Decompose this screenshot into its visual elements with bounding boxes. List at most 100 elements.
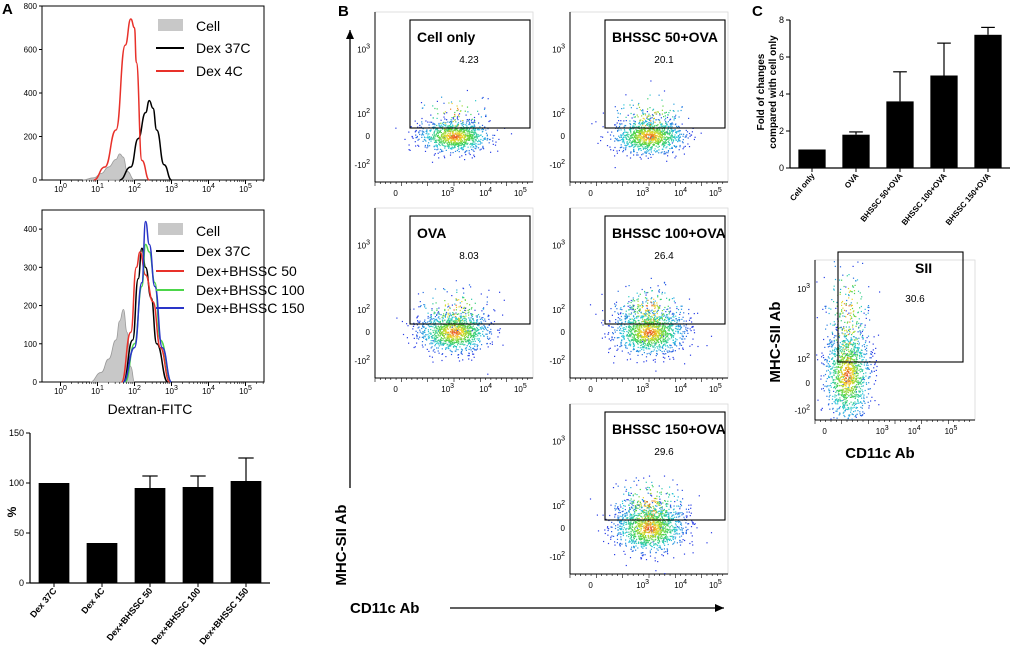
dot-plot-bhssc-50-ova: BHSSC 50+OVA 20.1 103 102 0 -102 0 103 104 105 [550, 11, 729, 198]
x-tick-label: OVA [843, 171, 861, 190]
y-tick-label: 100 [9, 478, 24, 488]
plot-frame [814, 259, 976, 421]
legend-swatch-cell [158, 19, 183, 31]
y-tick-label: 4 [779, 89, 784, 99]
bar-cell-only [798, 149, 826, 168]
legend-swatch-cell [158, 223, 183, 235]
x-tick-label: 103 [165, 385, 178, 396]
histogram-plot-area: 0 200 400 600 800 100 101 102 103 104 105 [24, 2, 265, 194]
gate-name: BHSSC 50+OVA [612, 29, 718, 45]
gate-box [409, 19, 531, 129]
cell-events [589, 475, 713, 575]
x-tick-label: BHSSC 50+OVA [859, 171, 905, 223]
gate-name: SII [915, 260, 932, 276]
x-tick-label: 103 [636, 579, 649, 590]
x-tick-label: BHSSC 100+OVA [900, 171, 949, 227]
x-axis-title: CD11c Ab [845, 445, 914, 462]
x-tick-label: 102 [128, 385, 141, 396]
series-dex-bhssc-50 [120, 251, 171, 383]
y-tick-label: 103 [357, 43, 370, 54]
gate-box [604, 215, 726, 325]
x-tick-label: BHSSC 150+OVA [944, 171, 993, 227]
x-tick-label: 104 [908, 425, 921, 436]
x-tick-label: 103 [636, 383, 649, 394]
histogram-dextran-fitc: 0 100 200 300 400 100 101 102 103 104 105 Cell Dex… [24, 209, 305, 417]
y-axis-title: MHC-SII Ab [333, 504, 350, 585]
y-tick-label: 102 [797, 353, 810, 364]
bar-ova [842, 134, 870, 168]
x-axis-title: CD11c Ab [350, 600, 419, 617]
x-tick-label: 104 [674, 579, 687, 590]
x-tick-label: 0 [588, 189, 593, 198]
y-tick-label: -102 [550, 355, 566, 366]
cell-events [816, 261, 881, 420]
gate-percentage: 26.4 [654, 251, 674, 262]
y-tick-label: 103 [797, 283, 810, 294]
y-tick-label: 0 [561, 132, 566, 141]
gate-box [604, 19, 726, 129]
bar-dex-4c [86, 543, 118, 583]
series-dex-4c [93, 18, 150, 181]
gate-percentage: 29.6 [654, 447, 674, 458]
x-tick-label: 105 [239, 385, 252, 396]
x-tick-label: Dex+BHSSC 100 [149, 586, 202, 647]
dot-plot-ova: OVA 8.03 103 102 0 -102 0 103 104 105 [355, 207, 534, 394]
y-tick-label: 0 [561, 524, 566, 533]
y-axis-title-line-2: compared with cell only [768, 35, 779, 149]
bar-dex-bhssc-150 [230, 481, 262, 583]
panel-label-a: A [2, 1, 13, 18]
bar-dex-37c [38, 483, 70, 583]
x-tick-label: 0 [588, 581, 593, 590]
histogram-dex-temperature: 0 200 400 600 800 100 101 102 103 104 105 Cell Dex… [24, 2, 265, 194]
x-tick-label: 105 [514, 383, 527, 394]
legend-label-cell: Cell [196, 223, 220, 239]
x-tick-label: 105 [709, 579, 722, 590]
x-tick-label: 105 [945, 425, 958, 436]
legend-label-bhssc-50: Dex+BHSSC 50 [196, 263, 297, 279]
x-tick-label: 103 [636, 187, 649, 198]
gate-name: BHSSC 100+OVA [612, 225, 726, 241]
y-tick-label: 0 [33, 176, 38, 185]
y-tick-label: 300 [24, 263, 38, 272]
cell-events [591, 80, 702, 169]
x-tick-label: Dex+BHSSC 50 [105, 586, 155, 643]
y-tick-label: 102 [552, 108, 565, 119]
y-tick-label: 103 [552, 435, 565, 446]
legend-label-dex-4c: Dex 4C [196, 63, 243, 79]
x-axis-title: Dextran-FITC [108, 401, 193, 417]
bar-dex-bhssc-100 [182, 487, 214, 583]
y-tick-label: 150 [9, 428, 24, 438]
legend-label-dex-37c: Dex 37C [196, 40, 250, 56]
bar-dex-bhssc-50 [134, 488, 166, 583]
y-tick-label: 102 [357, 304, 370, 315]
cell-events [589, 277, 713, 372]
gate-box [409, 215, 531, 325]
y-tick-label: 400 [24, 225, 38, 234]
bar-chart-fold-change: Fold of changes compared with cell only … [756, 15, 1010, 227]
y-axis-title: % [5, 506, 19, 517]
gate-name: OVA [417, 225, 446, 241]
y-tick-label: 8 [779, 15, 784, 25]
gate-box [604, 411, 726, 521]
dot-plot-bhssc-100-ova: BHSSC 100+OVA 26.4 103 102 0 -102 0 103 104 105 [550, 207, 729, 394]
y-tick-label: 0 [366, 328, 371, 337]
gate-percentage: 20.1 [654, 55, 674, 66]
histogram-plot-area: 0 100 200 300 400 100 101 102 103 104 105 [24, 209, 265, 396]
x-tick-label: 102 [128, 183, 141, 194]
dot-plot-sii: SII 30.6 103 102 0 -102 0 103 104 105 [795, 251, 976, 436]
series-dex-37c [119, 99, 172, 181]
y-tick-label: 0 [366, 132, 371, 141]
x-tick-label: 0 [588, 385, 593, 394]
panel-label-c: C [752, 3, 763, 20]
gate-percentage: 30.6 [905, 294, 925, 305]
y-tick-label: -102 [355, 355, 371, 366]
bar-bhssc-50-ova [886, 101, 914, 168]
x-tick-label: 103 [876, 425, 889, 436]
flow-cytometry-panel-c: MHC-SII Ab CD11c Ab SII 30.6 103 102 0 -102 0 1… [767, 251, 976, 462]
x-tick-label: 103 [441, 187, 454, 198]
y-tick-label: 103 [357, 239, 370, 250]
y-tick-label: -102 [550, 551, 566, 562]
